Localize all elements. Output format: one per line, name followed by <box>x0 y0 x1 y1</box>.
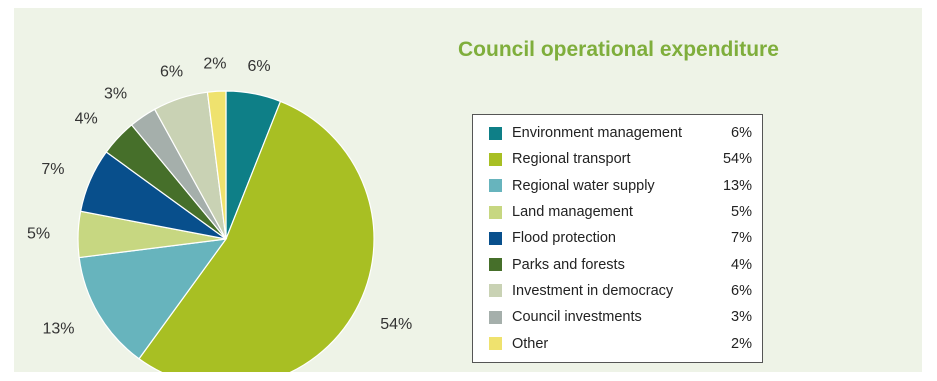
legend-value: 5% <box>731 204 752 221</box>
legend-label: Flood protection <box>512 230 616 247</box>
data-label-council-investments: 3% <box>104 85 127 102</box>
legend-value: 13% <box>722 177 752 194</box>
legend-swatch <box>489 179 502 193</box>
legend-label: Environment management <box>512 125 683 142</box>
legend-item-parks-and-forests: Parks and forests 4% <box>473 251 762 277</box>
chart-title: Council operational expenditure <box>458 38 779 61</box>
data-label-investment-in-democracy: 6% <box>160 64 183 81</box>
legend-label: Parks and forests <box>512 256 625 273</box>
legend-label: Regional transport <box>512 151 631 168</box>
chart-legend: Environment management 6% Regional transpo… <box>472 114 763 363</box>
slice-regional-transport <box>138 100 375 372</box>
legend-item-other: Other 2% <box>473 330 762 356</box>
legend-value: 6% <box>731 125 752 142</box>
legend-item-flood-protection: Flood protection 7% <box>473 225 762 251</box>
pie-chart: 6% 54% 13% 5% 7% 4% 3% 6% 2% <box>27 55 412 372</box>
legend-label: Other <box>512 335 549 352</box>
legend-swatch <box>489 258 502 272</box>
data-label-other: 2% <box>203 55 226 72</box>
data-label-regional-transport: 54% <box>380 316 412 333</box>
legend-value: 4% <box>731 256 752 273</box>
legend-item-land-management: Land management 5% <box>473 199 762 225</box>
legend-swatch <box>489 337 502 351</box>
legend-item-investment-in-democracy: Investment in democracy 6% <box>473 278 762 304</box>
legend-value: 3% <box>731 309 752 326</box>
data-label-flood-protection: 7% <box>41 161 64 178</box>
data-label-parks-and-forests: 4% <box>75 111 98 128</box>
legend-swatch <box>489 310 502 324</box>
legend-swatch <box>489 126 502 140</box>
legend-swatch <box>489 231 502 245</box>
legend-value: 6% <box>731 282 752 299</box>
legend-swatch <box>489 284 502 298</box>
legend-item-council-investments: Council investments 3% <box>473 304 762 330</box>
legend-label: Regional water supply <box>512 177 655 194</box>
legend-item-environment-management: Environment management 6% <box>473 120 762 146</box>
data-label-environment-management: 6% <box>247 58 270 75</box>
legend-label: Investment in democracy <box>512 282 674 299</box>
data-label-land-management: 5% <box>27 226 50 243</box>
legend-swatch <box>489 152 502 166</box>
legend-value: 54% <box>722 151 752 168</box>
legend-label: Land management <box>512 204 633 221</box>
legend-swatch <box>489 205 502 219</box>
legend-value: 7% <box>731 230 752 247</box>
data-label-regional-water-supply: 13% <box>42 321 74 338</box>
legend-value: 2% <box>731 335 752 352</box>
slice-other <box>206 90 227 240</box>
legend-item-regional-transport: Regional transport 54% <box>473 146 762 172</box>
legend-item-regional-water-supply: Regional water supply 13% <box>473 173 762 199</box>
legend-label: Council investments <box>512 309 642 326</box>
slice-regional-water-supply <box>78 238 228 360</box>
chart-panel: 6% 54% 13% 5% 7% 4% 3% 6% 2% Council operational… <box>14 8 922 372</box>
